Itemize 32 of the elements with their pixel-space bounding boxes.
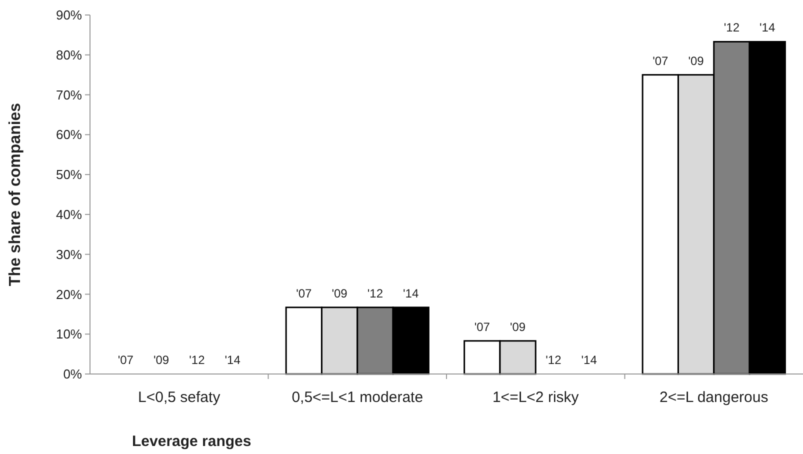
series-label: '12 (367, 286, 384, 300)
y-tick-label: 20% (56, 286, 82, 302)
y-tick-label: 0% (63, 366, 82, 382)
x-tick-label: 0,5<=L<1 moderate (292, 389, 424, 406)
y-tick-label: 80% (56, 47, 82, 62)
series-label: '07 (296, 286, 312, 300)
y-axis-title: The share of companies (7, 102, 24, 286)
text: '07 (118, 353, 134, 367)
text: '09 (153, 353, 170, 367)
x-axis-title: Leverage ranges (132, 433, 252, 450)
text: '09 (688, 54, 704, 68)
text: '09 (510, 320, 526, 334)
y-tick-label: 10% (56, 326, 82, 342)
text: '12 (724, 20, 740, 35)
text: '07 (474, 320, 490, 334)
series-label: '09 (332, 286, 348, 300)
y-tick-label: 50% (56, 167, 82, 182)
text: '07 (652, 54, 668, 68)
x-tick-label: 1<=L<2 risky (492, 389, 580, 406)
text: '12 (546, 353, 562, 367)
x-tick-label: 2<=L dangerous (660, 389, 768, 406)
y-tick-label: 60% (56, 127, 82, 142)
text: '14 (760, 20, 776, 35)
text: '14 (224, 353, 240, 367)
text: '14 (581, 353, 597, 367)
series-label: '14 (403, 286, 419, 300)
y-tick-label: 90% (56, 8, 82, 23)
y-tick-label: 70% (56, 87, 82, 102)
text: '12 (189, 353, 205, 367)
x-tick-label: L<0,5 sefaty (138, 389, 221, 406)
y-tick-label: 30% (56, 246, 82, 262)
y-tick-label: 40% (56, 206, 82, 222)
